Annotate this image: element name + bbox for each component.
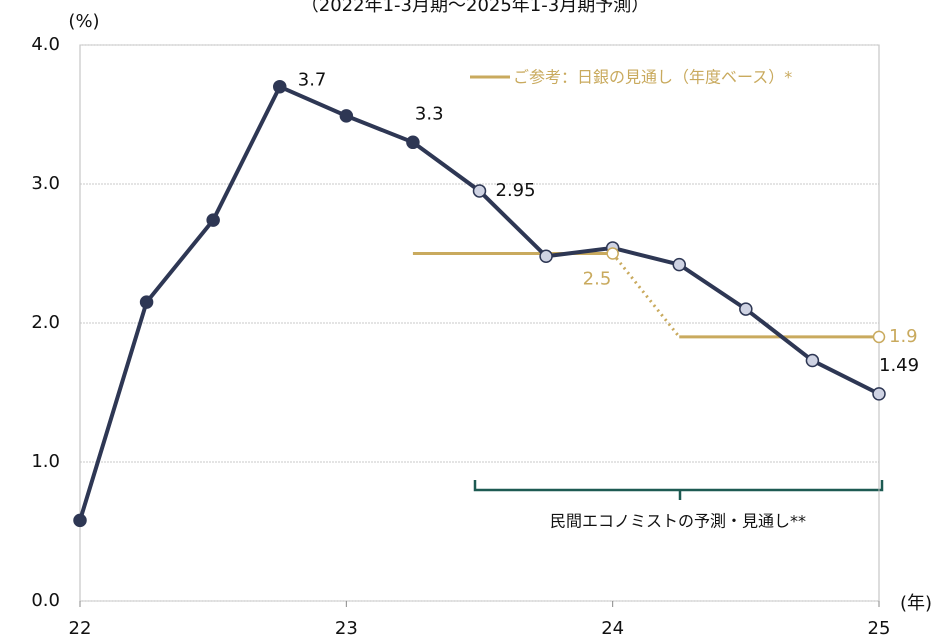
legend-label: ご参考：日銀の見通し（年度ベース）*: [513, 68, 792, 87]
chart-title: （2022年1-3月期～2025年1-3月期予測）: [301, 0, 649, 16]
marker: [672, 257, 686, 272]
data-label: 2.95: [496, 180, 536, 201]
outlook-label: 1.9: [889, 326, 918, 347]
forecast-bracket: [473, 480, 884, 500]
annotation: 民間エコノミストの予測・見通し**: [550, 512, 806, 531]
marker: [805, 353, 820, 368]
y-tick-label: 1.0: [31, 451, 60, 472]
outlook-marker: [606, 247, 619, 260]
y-unit-label: (%): [68, 11, 99, 32]
marker: [73, 513, 87, 528]
y-tick-label: 2.0: [31, 312, 60, 333]
marker: [273, 79, 287, 94]
marker: [739, 302, 753, 316]
x-tick-label: 22: [69, 618, 92, 639]
data-label: 3.7: [298, 70, 327, 91]
marker: [872, 387, 886, 401]
y-tick-label: 0.0: [31, 590, 60, 611]
data-label: 1.49: [879, 355, 919, 376]
main-line: [78, 84, 880, 521]
outlook-marker: [872, 330, 886, 344]
x-unit-label: (年): [900, 593, 932, 614]
x-tick-label: 25: [868, 618, 891, 639]
x-tick-label: 23: [335, 618, 358, 639]
marker: [339, 109, 354, 123]
y-tick-label: 3.0: [31, 173, 60, 194]
marker: [206, 213, 220, 227]
data-label: 3.3: [415, 103, 444, 124]
y-tick-label: 4.0: [31, 34, 60, 55]
marker: [139, 295, 154, 309]
marker: [406, 135, 420, 150]
outlook-line: [412, 252, 879, 339]
outlook-label: 2.5: [583, 269, 612, 290]
marker: [539, 249, 553, 264]
marker: [472, 184, 487, 198]
x-tick-label: 24: [601, 618, 624, 639]
outlook-transition: [611, 252, 681, 338]
